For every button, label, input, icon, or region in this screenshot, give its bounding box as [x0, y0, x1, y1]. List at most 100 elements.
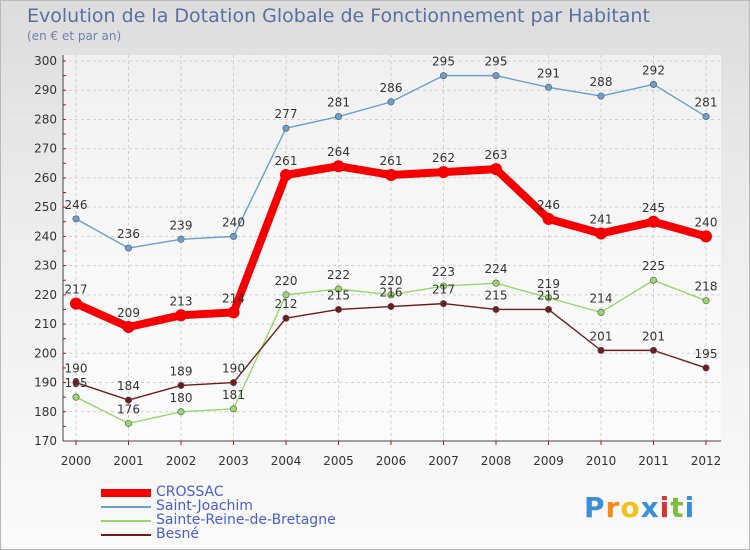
- data-label-crossac: 263: [485, 148, 508, 162]
- data-point-besne: [72, 379, 80, 387]
- data-point-crossac: [647, 215, 660, 228]
- legend-label: Besné: [156, 526, 199, 542]
- data-label-sainte-reine-de-bretagne: 222: [327, 268, 350, 282]
- data-point-besne: [702, 364, 710, 372]
- data-label-besne: 195: [695, 347, 718, 361]
- data-label-besne: 216: [380, 286, 403, 300]
- data-point-besne: [125, 396, 133, 404]
- y-tick-label: 250: [34, 200, 57, 214]
- data-point-crossac: [332, 160, 345, 173]
- data-point-crossac: [700, 230, 712, 243]
- data-label-sainte-reine-de-bretagne: 176: [117, 402, 140, 416]
- data-point-crossac: [490, 163, 502, 176]
- data-point-saint-joachim: [492, 72, 500, 80]
- y-tick-label: 300: [34, 54, 57, 68]
- data-point-saint-joachim: [702, 113, 710, 121]
- proxiti-logo-text: Proxiti: [584, 491, 695, 524]
- data-point-saint-joachim: [230, 232, 238, 240]
- legend-label: CROSSAC: [156, 484, 224, 500]
- data-point-crossac: [385, 169, 397, 181]
- data-label-saint-joachim: 281: [327, 96, 350, 110]
- data-point-besne: [597, 346, 605, 354]
- data-point-sainte-reine-de-bretagne: [492, 279, 500, 287]
- data-label-sainte-reine-de-bretagne: 220: [275, 274, 298, 288]
- y-tick-label: 190: [34, 376, 57, 390]
- data-label-crossac: 245: [642, 201, 665, 215]
- legend-swatch: [101, 489, 151, 497]
- data-point-saint-joachim: [649, 80, 657, 88]
- y-tick-label: 180: [34, 405, 57, 419]
- y-tick-label: 200: [34, 346, 57, 360]
- logo-letter: P: [584, 491, 606, 524]
- legend-label: Sainte-Reine-de-Bretagne: [156, 512, 336, 528]
- data-label-crossac: 241: [590, 212, 613, 226]
- data-label-saint-joachim: 286: [380, 81, 403, 95]
- y-tick-label: 270: [34, 142, 57, 156]
- proxiti-logo: Proxiti: [584, 491, 695, 524]
- data-point-crossac: [437, 166, 450, 179]
- data-label-sainte-reine-de-bretagne: 220: [380, 274, 403, 288]
- data-point-sainte-reine-de-bretagne: [230, 405, 238, 413]
- data-point-sainte-reine-de-bretagne: [439, 282, 447, 290]
- data-label-crossac: 217: [65, 283, 88, 297]
- data-point-crossac: [122, 321, 135, 333]
- data-point-sainte-reine-de-bretagne: [177, 408, 185, 416]
- logo-letter: r: [605, 491, 621, 524]
- data-label-besne: 212: [275, 297, 298, 311]
- x-tick-label: 2005: [323, 454, 354, 468]
- legend-label: Saint-Joachim: [156, 498, 253, 514]
- x-tick-label: 2001: [113, 454, 144, 468]
- y-tick-label: 220: [34, 288, 57, 302]
- data-point-sainte-reine-de-bretagne: [72, 393, 80, 401]
- data-label-sainte-reine-de-bretagne: 181: [222, 388, 245, 402]
- x-tick-label: 2010: [586, 454, 617, 468]
- legend-swatch: [101, 506, 151, 508]
- x-tick-label: 2003: [218, 454, 249, 468]
- data-label-crossac: 240: [695, 215, 718, 229]
- data-point-sainte-reine-de-bretagne: [334, 285, 342, 293]
- logo-letter: t: [670, 491, 685, 524]
- data-label-besne: 201: [590, 329, 613, 343]
- y-tick-label: 290: [34, 83, 57, 97]
- data-label-crossac: 262: [432, 151, 455, 165]
- data-label-saint-joachim: 239: [170, 218, 193, 232]
- data-label-saint-joachim: 288: [590, 75, 613, 89]
- data-point-crossac: [595, 227, 607, 240]
- data-point-saint-joachim: [387, 98, 395, 106]
- data-point-besne: [439, 300, 447, 308]
- data-label-sainte-reine-de-bretagne: 219: [537, 277, 560, 291]
- data-point-saint-joachim: [334, 113, 342, 121]
- data-point-besne: [334, 305, 342, 313]
- data-label-crossac: 261: [275, 154, 298, 168]
- data-label-crossac: 213: [170, 294, 193, 308]
- data-point-crossac: [542, 212, 555, 225]
- data-point-sainte-reine-de-bretagne: [282, 291, 290, 299]
- y-tick-label: 230: [34, 259, 57, 273]
- data-label-saint-joachim: 295: [432, 55, 455, 69]
- data-label-saint-joachim: 291: [537, 66, 560, 80]
- data-point-besne: [387, 303, 395, 311]
- y-tick-label: 280: [34, 112, 57, 126]
- data-point-besne: [649, 346, 657, 354]
- x-tick-label: 2006: [376, 454, 407, 468]
- plot-area: [63, 55, 721, 441]
- data-label-saint-joachim: 246: [65, 198, 88, 212]
- x-tick-label: 2012: [691, 454, 722, 468]
- data-label-besne: 201: [642, 329, 665, 343]
- data-point-saint-joachim: [544, 83, 552, 91]
- data-point-crossac: [227, 306, 240, 319]
- data-point-besne: [230, 379, 238, 387]
- data-label-crossac: 261: [380, 154, 403, 168]
- chart-subtitle: (en € et par an): [27, 29, 122, 43]
- data-label-besne: 189: [170, 364, 193, 378]
- data-label-sainte-reine-de-bretagne: 214: [590, 291, 613, 305]
- data-label-sainte-reine-de-bretagne: 225: [642, 259, 665, 273]
- data-label-besne: 215: [485, 288, 508, 302]
- x-tick-label: 2000: [61, 454, 92, 468]
- logo-letter: i: [659, 491, 671, 524]
- data-label-crossac: 264: [327, 145, 350, 159]
- data-point-saint-joachim: [125, 244, 133, 252]
- data-label-besne: 190: [65, 362, 88, 376]
- data-point-sainte-reine-de-bretagne: [387, 291, 395, 299]
